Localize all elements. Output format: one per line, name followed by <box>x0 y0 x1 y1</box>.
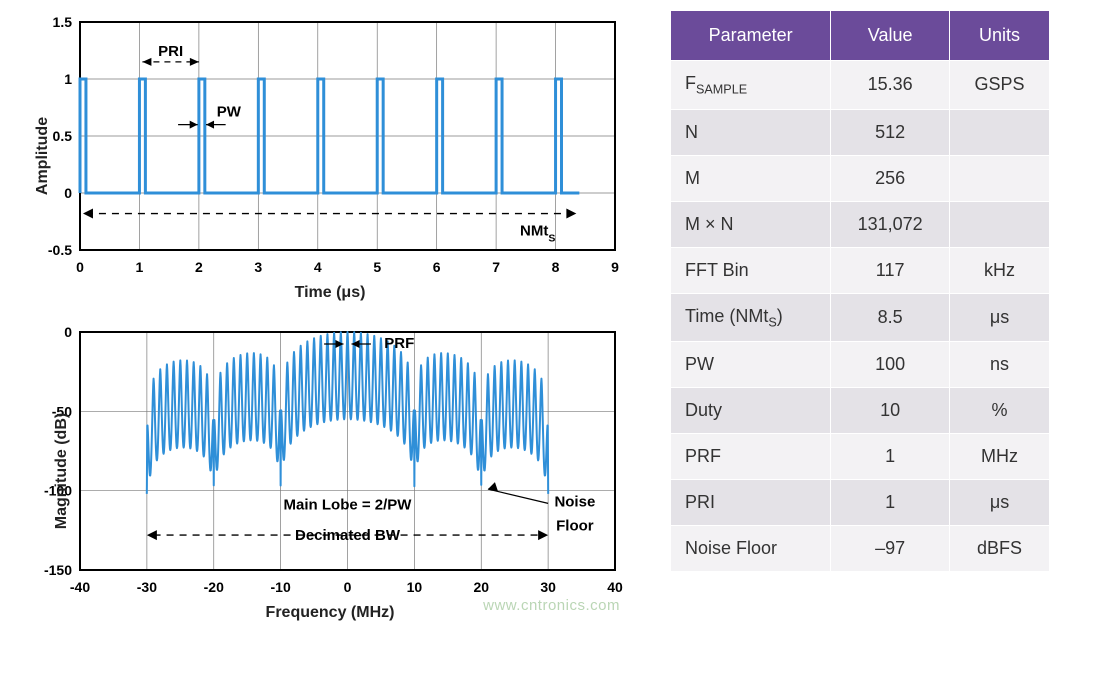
svg-text:PRI: PRI <box>158 43 183 60</box>
svg-text:PRF: PRF <box>384 335 414 352</box>
table-row: FSAMPLE15.36GSPS <box>671 61 1050 110</box>
parameters-table: Parameter Value Units FSAMPLE15.36GSPSN5… <box>670 10 1050 572</box>
units-cell: ns <box>950 342 1050 388</box>
svg-text:Main Lobe = 2/PW: Main Lobe = 2/PW <box>284 497 413 514</box>
param-cell: FFT Bin <box>671 247 831 293</box>
units-cell <box>950 109 1050 155</box>
amplitude-time-chart: Amplitude 0123456789-0.500.511.5PRIPWNMt… <box>10 10 650 302</box>
svg-text:9: 9 <box>611 259 619 275</box>
table-row: Time (NMtS)8.5μs <box>671 293 1050 342</box>
svg-text:8: 8 <box>552 259 560 275</box>
table-column: Parameter Value Units FSAMPLE15.36GSPSN5… <box>670 10 1083 663</box>
value-cell: 1 <box>831 480 950 526</box>
param-cell: Time (NMtS) <box>671 293 831 342</box>
table-row: Duty10% <box>671 388 1050 434</box>
chart1-xlabel: Time (μs) <box>10 284 650 302</box>
units-cell: μs <box>950 293 1050 342</box>
svg-text:40: 40 <box>607 579 623 595</box>
charts-column: Amplitude 0123456789-0.500.511.5PRIPWNMt… <box>10 10 650 663</box>
units-cell: GSPS <box>950 61 1050 110</box>
table-row: PRF1MHz <box>671 434 1050 480</box>
units-cell <box>950 155 1050 201</box>
svg-text:Decimated BW: Decimated BW <box>295 527 401 544</box>
param-cell: M × N <box>671 201 831 247</box>
svg-text:-0.5: -0.5 <box>48 242 72 258</box>
col-units: Units <box>950 11 1050 61</box>
param-cell: Noise Floor <box>671 526 831 572</box>
param-cell: N <box>671 109 831 155</box>
svg-text:Noise: Noise <box>554 494 595 511</box>
param-cell: M <box>671 155 831 201</box>
table-row: PW100ns <box>671 342 1050 388</box>
col-value: Value <box>831 11 950 61</box>
value-cell: 10 <box>831 388 950 434</box>
svg-text:5: 5 <box>373 259 381 275</box>
svg-text:Floor: Floor <box>556 517 594 534</box>
table-row: M × N131,072 <box>671 201 1050 247</box>
units-cell: μs <box>950 480 1050 526</box>
param-cell: PW <box>671 342 831 388</box>
chart2-ylabel: Magnitude (dB) <box>53 413 71 529</box>
chart2-svg: -40-30-20-10010203040-150-100-500PRFMain… <box>10 320 630 600</box>
svg-text:0: 0 <box>64 324 72 340</box>
svg-text:1: 1 <box>64 71 72 87</box>
table-row: M256 <box>671 155 1050 201</box>
magnitude-freq-chart: Magnitude (dB) -40 -30 -20 -10 0 10 20 30 40 -150… <box>10 320 650 622</box>
svg-text:10: 10 <box>407 579 423 595</box>
chart1-ylabel: Amplitude <box>34 117 52 195</box>
chart1-svg: 0123456789-0.500.511.5PRIPWNMtS <box>10 10 630 280</box>
table-row: N512 <box>671 109 1050 155</box>
svg-text:7: 7 <box>492 259 500 275</box>
units-cell: dBFS <box>950 526 1050 572</box>
table-row: FFT Bin117kHz <box>671 247 1050 293</box>
value-cell: 1 <box>831 434 950 480</box>
value-cell: 512 <box>831 109 950 155</box>
svg-text:0.5: 0.5 <box>53 128 73 144</box>
value-cell: 8.5 <box>831 293 950 342</box>
svg-text:-30: -30 <box>137 579 157 595</box>
chart2-xlabel: Frequency (MHz) <box>10 604 650 622</box>
units-cell: % <box>950 388 1050 434</box>
col-parameter: Parameter <box>671 11 831 61</box>
value-cell: 15.36 <box>831 61 950 110</box>
svg-text:1.5: 1.5 <box>53 14 73 30</box>
svg-text:20: 20 <box>473 579 489 595</box>
svg-text:1: 1 <box>136 259 144 275</box>
units-cell: MHz <box>950 434 1050 480</box>
svg-text:-40: -40 <box>70 579 90 595</box>
param-cell: PRI <box>671 480 831 526</box>
param-cell: PRF <box>671 434 831 480</box>
svg-text:4: 4 <box>314 259 322 275</box>
svg-text:3: 3 <box>254 259 262 275</box>
table-row: PRI1μs <box>671 480 1050 526</box>
value-cell: 256 <box>831 155 950 201</box>
value-cell: 100 <box>831 342 950 388</box>
svg-text:PW: PW <box>217 104 242 121</box>
param-cell: Duty <box>671 388 831 434</box>
svg-text:30: 30 <box>540 579 556 595</box>
svg-text:6: 6 <box>433 259 441 275</box>
svg-text:-20: -20 <box>204 579 224 595</box>
value-cell: 131,072 <box>831 201 950 247</box>
value-cell: 117 <box>831 247 950 293</box>
table-header-row: Parameter Value Units <box>671 11 1050 61</box>
svg-text:2: 2 <box>195 259 203 275</box>
svg-text:0: 0 <box>64 185 72 201</box>
table-row: Noise Floor–97dBFS <box>671 526 1050 572</box>
units-cell: kHz <box>950 247 1050 293</box>
svg-text:-150: -150 <box>44 562 72 578</box>
units-cell <box>950 201 1050 247</box>
value-cell: –97 <box>831 526 950 572</box>
svg-text:0: 0 <box>76 259 84 275</box>
svg-text:0: 0 <box>344 579 352 595</box>
svg-text:-10: -10 <box>271 579 291 595</box>
param-cell: FSAMPLE <box>671 61 831 110</box>
